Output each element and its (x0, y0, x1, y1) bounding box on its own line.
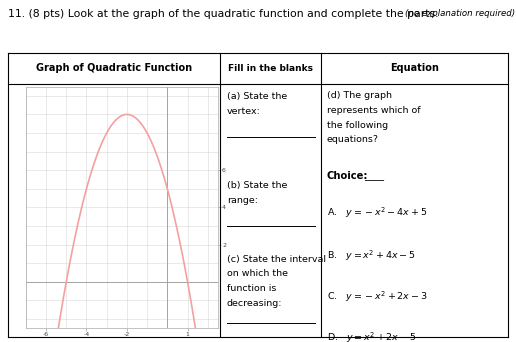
Text: B.   $y = x^2 + 4x - 5$: B. $y = x^2 + 4x - 5$ (327, 248, 415, 263)
Text: (c) State the interval: (c) State the interval (227, 255, 326, 264)
Text: represents which of: represents which of (327, 106, 421, 115)
Text: range:: range: (227, 196, 257, 205)
Text: (a) State the: (a) State the (227, 92, 287, 101)
Text: Choice:: Choice: (327, 171, 368, 181)
Text: (d) The graph: (d) The graph (327, 91, 392, 100)
Text: 11. (8 pts) Look at the graph of the quadratic function and complete the parts.: 11. (8 pts) Look at the graph of the qua… (8, 9, 438, 18)
Text: C.   $y = -x^2 + 2x - 3$: C. $y = -x^2 + 2x - 3$ (327, 289, 427, 304)
Text: ____: ____ (364, 171, 384, 181)
Text: (b) State the: (b) State the (227, 181, 287, 190)
Text: function is: function is (227, 284, 276, 293)
Text: decreasing:: decreasing: (227, 299, 282, 308)
Text: on which the: on which the (227, 269, 287, 278)
Text: (no explanation required): (no explanation required) (405, 9, 515, 17)
Text: Equation: Equation (390, 63, 439, 74)
Text: A.   $y = -x^2 - 4x + 5$: A. $y = -x^2 - 4x + 5$ (327, 205, 427, 220)
Text: equations?: equations? (327, 135, 379, 144)
Text: the following: the following (327, 121, 388, 130)
Text: Fill in the blanks: Fill in the blanks (228, 64, 313, 73)
Text: D.   $y = x^2 + 2x - 5$: D. $y = x^2 + 2x - 5$ (327, 330, 416, 342)
Text: vertex:: vertex: (227, 107, 261, 116)
Text: Graph of Quadratic Function: Graph of Quadratic Function (36, 63, 192, 74)
